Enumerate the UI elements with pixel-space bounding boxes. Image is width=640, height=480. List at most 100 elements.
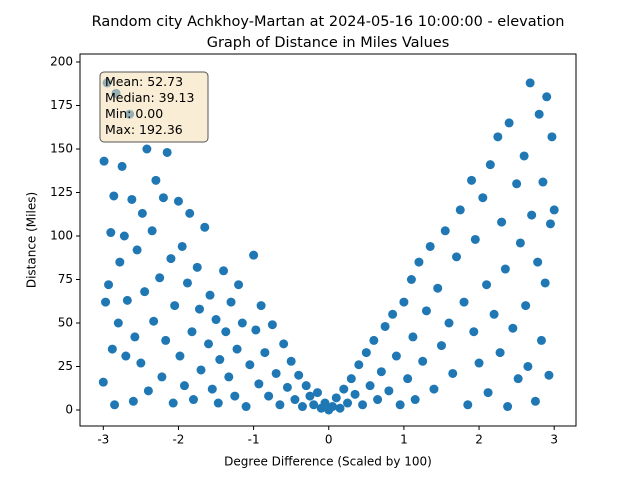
point [463,400,473,410]
point [380,321,390,331]
point [376,367,386,377]
point [254,379,264,389]
point [459,297,469,307]
point [157,372,167,382]
point [188,395,198,405]
point [384,386,394,396]
point [282,382,292,392]
point [196,365,206,375]
point [544,370,554,380]
axes-frame [79,53,577,427]
y-axis-label: Distance (Miles) [25,192,39,288]
point [162,147,172,157]
x-tick-label: 3 [550,433,558,447]
stats-text: Min: 0.00 [105,106,163,121]
stats-text: Median: 39.13 [105,90,194,105]
point [515,238,525,248]
y-tick-label: 25 [58,359,73,373]
point [207,384,217,394]
x-tick-label: -1 [248,433,260,447]
stats-text: Max: 192.36 [105,122,183,137]
point [500,264,510,274]
point [533,257,543,267]
point [503,402,513,412]
point [260,348,270,358]
x-tick-label: -3 [97,433,109,447]
point [433,283,443,293]
point [369,335,379,345]
point [320,398,330,408]
point [391,351,401,361]
point [521,301,531,311]
point [286,356,296,366]
point [523,361,533,371]
point [232,344,242,354]
y-tick-label: 125 [50,185,73,199]
point [251,325,261,335]
point [121,351,131,361]
point [109,191,119,201]
chart-title: Random city Achkhoy-Martan at 2024-05-16… [92,14,565,30]
point [151,175,161,185]
point [110,400,120,410]
point [406,274,416,284]
point [478,193,488,203]
point [497,217,507,227]
point [335,403,345,413]
point [290,395,300,405]
x-tick-label: 1 [400,433,408,447]
point [547,132,557,142]
point [530,396,540,406]
point [294,370,304,380]
point [249,250,259,260]
point [106,228,116,238]
y-tick-label: 175 [50,98,73,112]
point [354,360,364,370]
point [173,196,183,206]
point [410,395,420,405]
point [204,339,214,349]
point [194,304,204,314]
point [474,358,484,368]
point [113,318,123,328]
point [241,402,251,412]
x-tick-label: -2 [172,433,184,447]
point [128,396,138,406]
point [469,327,479,337]
point [373,395,383,405]
point [421,306,431,316]
point [237,318,247,328]
point [168,398,178,408]
point [467,175,477,185]
point [483,388,493,398]
y-tick-label: 50 [58,315,73,329]
point [224,372,234,382]
point [130,332,140,342]
point [98,377,108,387]
point [104,280,114,290]
point [343,398,353,408]
y-tick-label: 0 [65,402,73,416]
point [161,335,171,345]
point [399,297,409,307]
point [549,205,559,215]
point [127,194,137,204]
point [177,241,187,251]
point [245,360,255,370]
point [358,400,368,410]
point [448,368,458,378]
point [395,400,405,410]
point [226,297,236,307]
point [182,278,192,288]
point [279,339,289,349]
point [534,109,544,119]
point [527,210,537,220]
point [408,332,418,342]
point [482,280,492,290]
point [301,381,311,391]
point [339,384,349,394]
point [512,179,522,189]
point [452,252,462,262]
point [99,156,109,166]
